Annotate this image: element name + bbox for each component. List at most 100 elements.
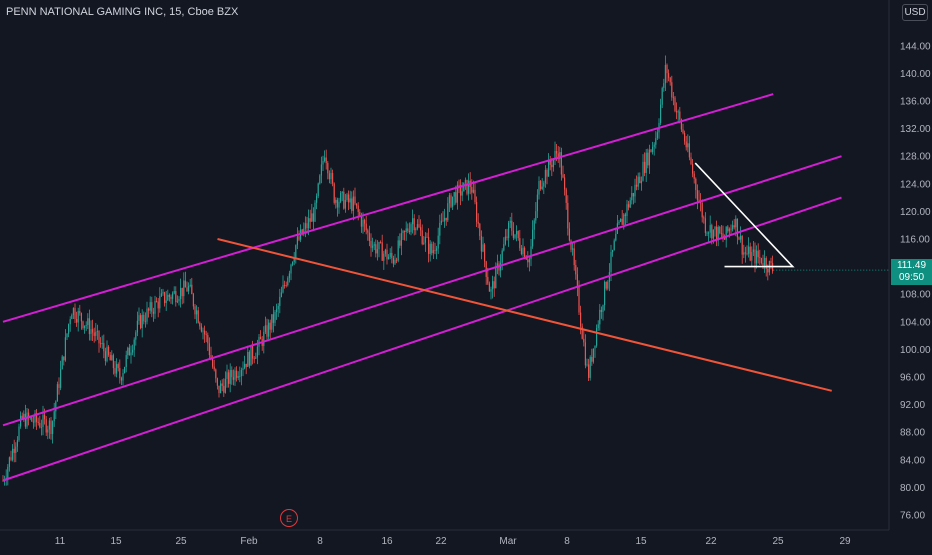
candle-body (23, 413, 25, 419)
candle-body (90, 329, 92, 335)
candle-body (343, 191, 345, 209)
candle-body (762, 263, 764, 266)
candle-body (584, 342, 586, 366)
candle-body (189, 284, 191, 286)
candle-body (493, 281, 495, 289)
candle-body (28, 412, 30, 418)
candle-body (284, 284, 286, 286)
symbol-title[interactable]: PENN NATIONAL GAMING INC, 15, Cboe BZX (6, 6, 239, 18)
candle-body (759, 257, 761, 259)
y-tick-label: 136.00 (900, 97, 931, 108)
candle-body (485, 261, 487, 277)
y-tick-label: 92.00 (900, 400, 925, 411)
earnings-icon[interactable]: E (280, 509, 298, 527)
candle-body (221, 383, 223, 386)
candle-body (226, 372, 228, 379)
candle-body (573, 248, 575, 266)
candle-body (474, 189, 476, 203)
candle-body (15, 446, 17, 453)
candle-body (36, 413, 38, 422)
candle-body (196, 310, 198, 315)
candle-body (549, 159, 551, 165)
candle-body (263, 331, 265, 346)
candle-body (224, 378, 226, 393)
candle-body (570, 240, 572, 250)
candle-body (138, 315, 140, 321)
candle-body (647, 152, 649, 166)
candle-body (13, 448, 15, 453)
candle-body (655, 138, 657, 145)
candle-body (484, 244, 486, 262)
candle-body (554, 151, 556, 160)
candle-body (364, 219, 366, 224)
candle-body (258, 336, 260, 347)
candle-body (143, 314, 145, 322)
candle-body (426, 236, 428, 238)
candle-body (400, 233, 402, 246)
candle-body (96, 330, 98, 332)
candle-body (384, 249, 386, 254)
candle-body (575, 265, 577, 275)
candle-body (389, 252, 391, 257)
candle-body (452, 196, 454, 207)
y-tick-label: 100.00 (900, 345, 931, 356)
candle-body (767, 268, 769, 273)
candle-body (634, 184, 636, 197)
candle-body (111, 355, 113, 361)
candle-body (424, 236, 426, 243)
candle-body (271, 314, 273, 330)
candle-body (274, 311, 276, 323)
candle-body (2, 480, 4, 482)
candle-body (103, 343, 105, 352)
candle-body (178, 299, 180, 302)
candle-body (316, 196, 318, 203)
candle-body (250, 346, 252, 366)
candle-body (620, 218, 622, 222)
candle-body (336, 199, 338, 208)
candle-body (53, 411, 55, 422)
candle-body (165, 300, 167, 304)
candle-body (84, 325, 86, 328)
candle-body (140, 315, 142, 329)
candle-body (525, 258, 527, 260)
last-price-value: 111.49 (896, 260, 927, 271)
candle-body (104, 351, 106, 361)
candle-body (653, 144, 655, 147)
candle-body (720, 233, 722, 234)
candle-body (276, 309, 278, 312)
x-tick-label: 22 (435, 536, 447, 547)
candle-body (405, 228, 407, 232)
candle-body (240, 369, 242, 377)
candle-body (39, 422, 41, 428)
candle-body (149, 302, 151, 311)
candle-body (285, 285, 287, 286)
candle-body (698, 199, 700, 201)
candle-body (565, 189, 567, 203)
candle-body (348, 194, 350, 203)
candle-body (544, 169, 546, 183)
currency-badge[interactable]: USD (902, 4, 928, 21)
candle-body (231, 370, 233, 378)
candle-body (461, 191, 463, 196)
candle-body (192, 294, 194, 307)
candle-body (272, 314, 274, 323)
candle-body (492, 281, 494, 290)
candle-body (511, 220, 513, 231)
candle-body (356, 203, 358, 206)
candle-body (589, 357, 591, 378)
candle-body (522, 247, 524, 254)
candle-body (615, 233, 617, 241)
candle-body (160, 293, 162, 297)
candle-body (55, 401, 57, 412)
candle-body (119, 368, 121, 379)
candle-body (748, 246, 750, 254)
candle-body (765, 257, 767, 269)
candle-body (108, 346, 110, 356)
candle-body (671, 82, 673, 98)
candle-body (480, 236, 482, 252)
candle-body (418, 224, 420, 228)
candle-body (604, 281, 606, 306)
candle-body (572, 248, 574, 250)
